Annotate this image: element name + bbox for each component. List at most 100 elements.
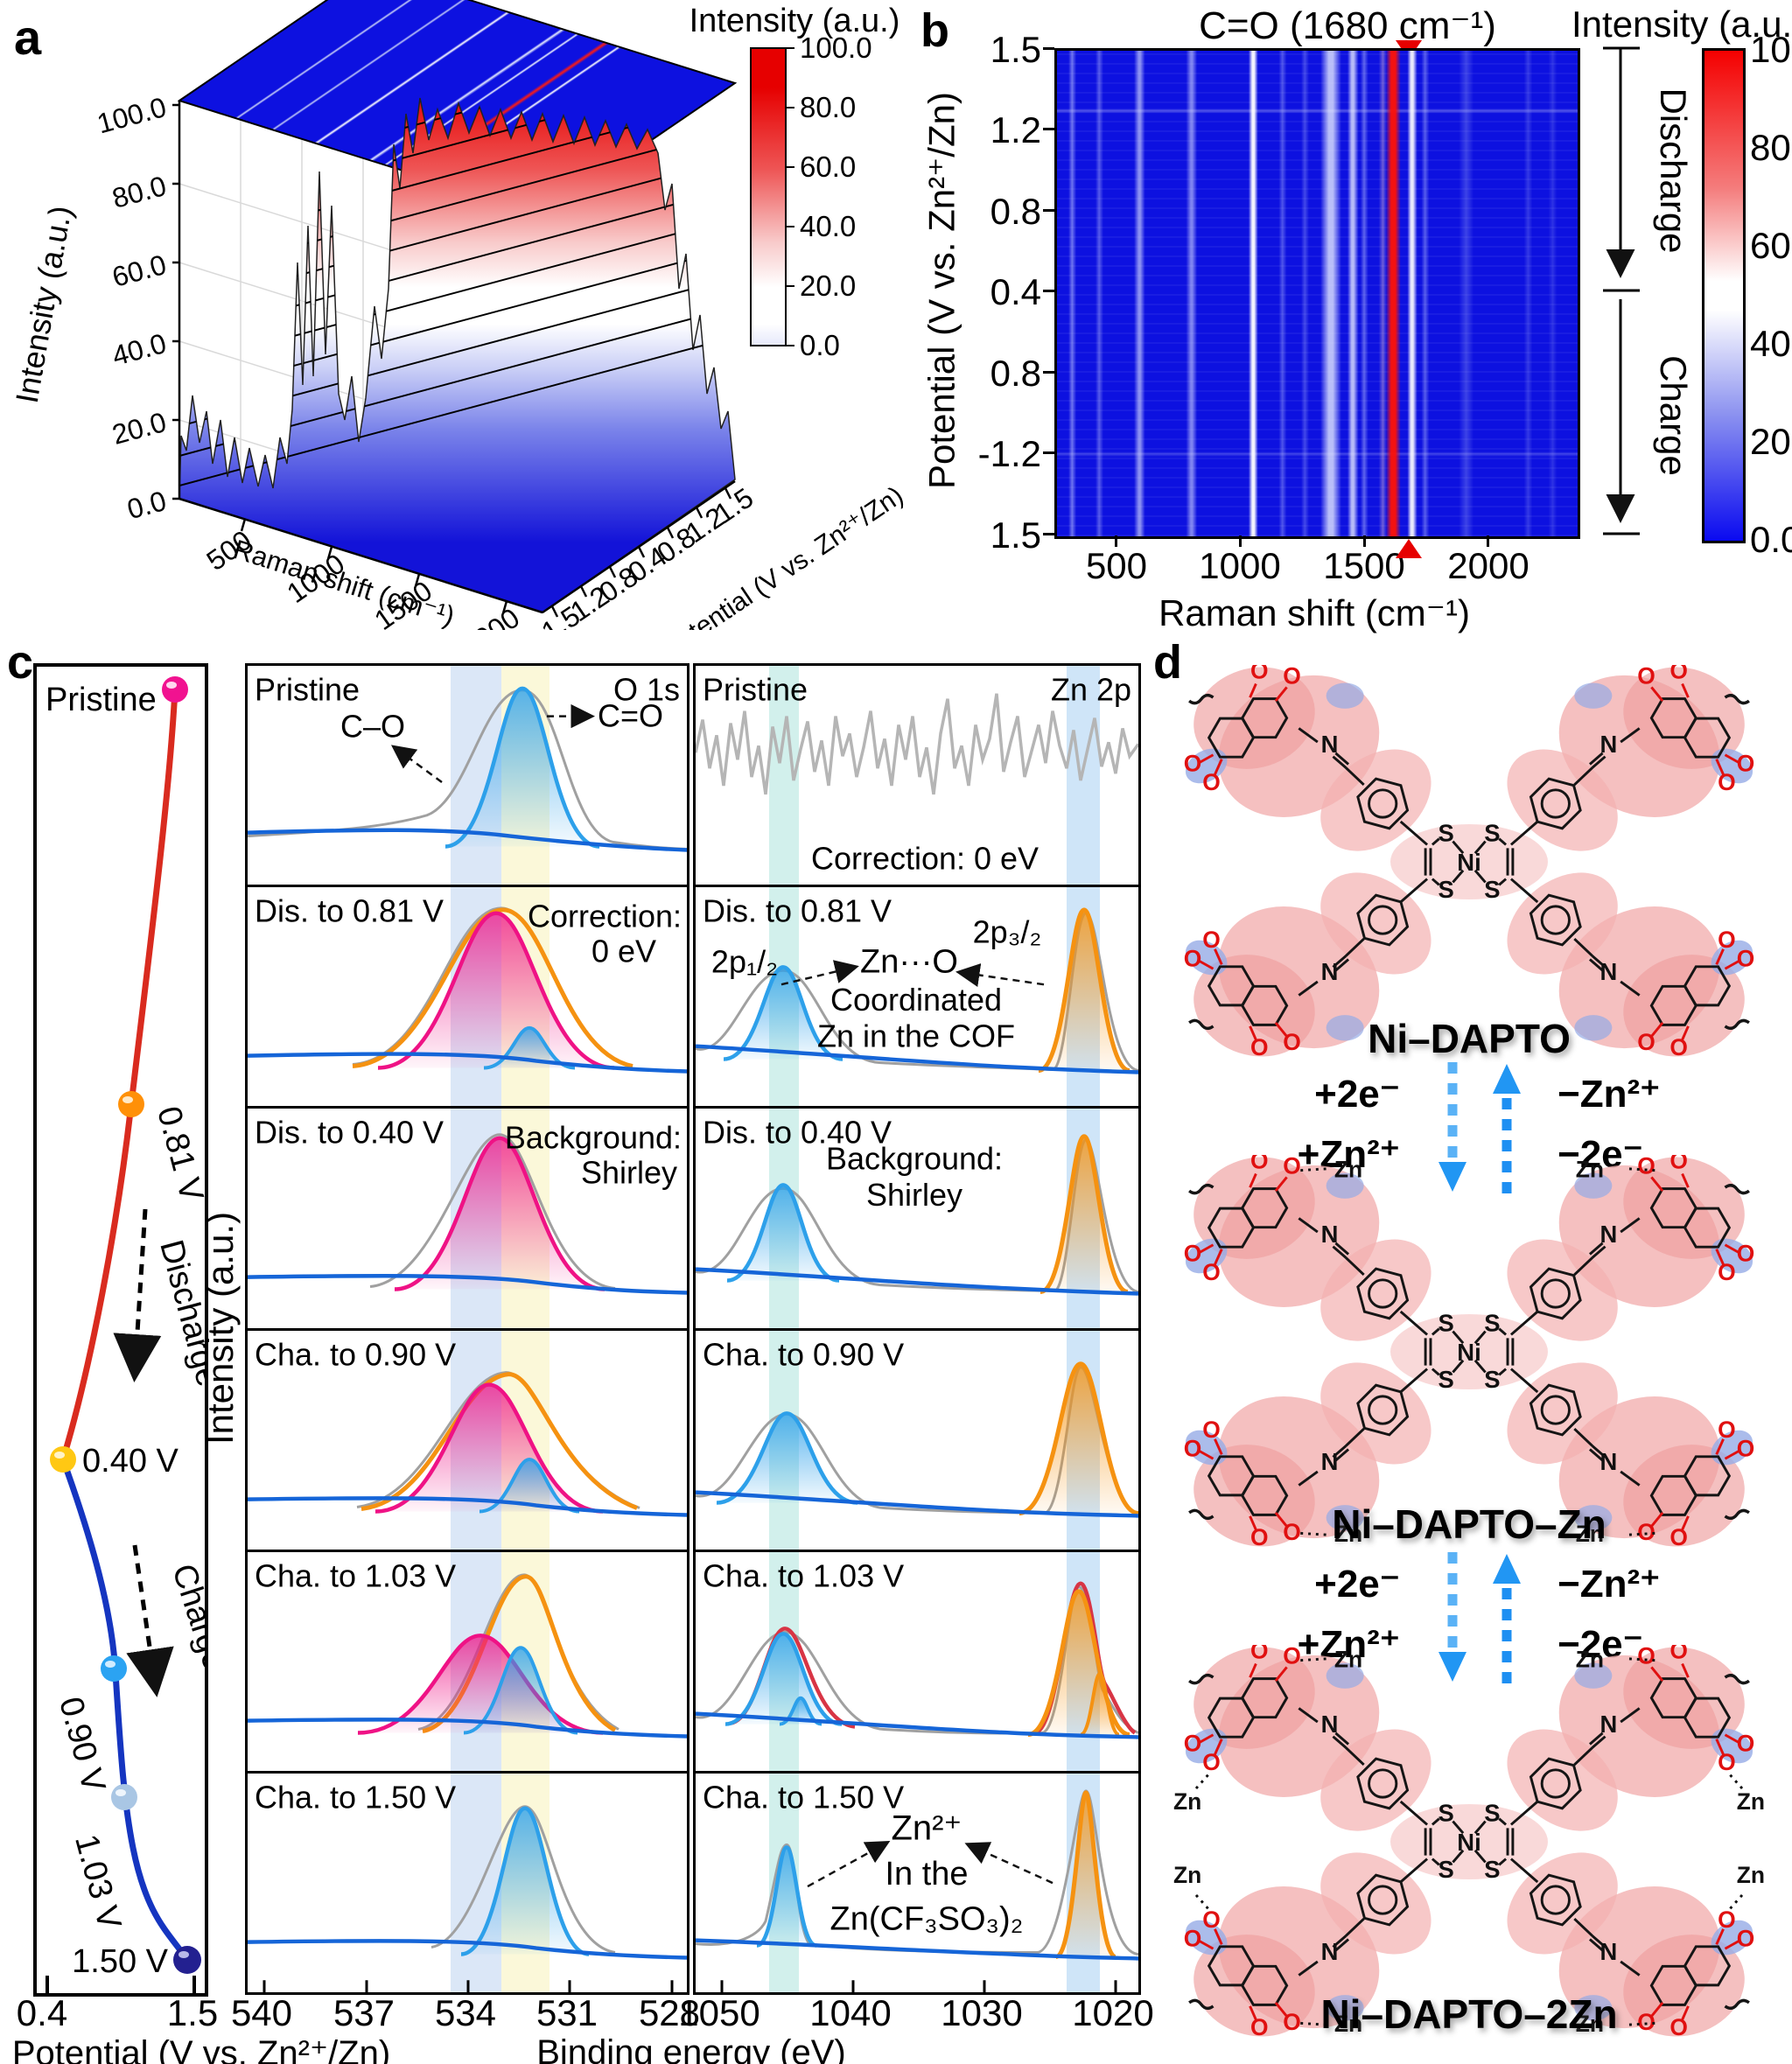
baseline [248, 828, 687, 852]
zn2p12-peak [756, 1845, 817, 1948]
colorbar-b-title: Intensity (a.u.) [1572, 3, 1792, 45]
zn2p32-shoulder [1080, 1671, 1120, 1737]
colorbar-a [750, 47, 787, 346]
correction-annotation: Correction: 0 eV [811, 841, 1039, 876]
v103-label: 1.03 V [67, 1830, 128, 1934]
marker-081[interactable] [118, 1091, 144, 1117]
y-tick: 1.5 [990, 514, 1041, 556]
transition-arrows-2 [1438, 1552, 1521, 1683]
zn2p-panel-dis081[interactable]: Dis. to 0.81 V 2p₁/₂ 2p₃/₂ Zn···O Coordi… [696, 885, 1138, 1106]
discharge-curve [60, 689, 178, 1461]
transition-arrows-1 [1438, 1062, 1521, 1193]
spectrum: Dis. to 0.40 V Background: Shirley [696, 1116, 1138, 1297]
z-tick: 0.0 [124, 485, 170, 525]
panel-b-title: C=O (1680 cm⁻¹) [1199, 4, 1496, 47]
c-o-annotation: C–O [340, 710, 405, 745]
panel-label: Pristine [703, 673, 808, 708]
spectrum: Dis. to 0.40 V Background: Shirley [248, 1116, 687, 1296]
cof-annotation: Zn in the COF [817, 1019, 1015, 1054]
x-tick: 534 [434, 1992, 497, 2033]
voltage-curve-svg: Pristine 0.81 V Discharge 0.40 V Charge … [46, 676, 234, 1993]
axes-3d [172, 101, 736, 618]
intensity-y-axis-title: Intensity (a.u.) [200, 1211, 241, 1445]
zn2p-panel-cha150[interactable]: Cha. to 1.50 V Zn²⁺ In the Zn(CF₃SO₃)₂ [696, 1770, 1138, 1993]
zn2p32-peak [1038, 907, 1130, 1074]
raman-heatmap[interactable] [1054, 48, 1580, 539]
o1s-panel-dis040[interactable]: Dis. to 0.40 V Background: Shirley [248, 1106, 687, 1327]
panel-b-letter: b [920, 4, 949, 57]
o1s-panel-cha090[interactable]: Cha. to 0.90 V [248, 1327, 687, 1550]
cbar-tick: 100.0 [800, 31, 872, 64]
zn2p-panel-dis040[interactable]: Dis. to 0.40 V Background: Shirley [696, 1106, 1138, 1327]
tick-mark [1043, 290, 1054, 292]
panel-label: Cha. to 0.90 V [255, 1337, 456, 1372]
spectrum: Cha. to 0.90 V [696, 1337, 1138, 1518]
structure-ni-dapto-zn[interactable] [1155, 1155, 1783, 1549]
zn2p-panel-pristine[interactable]: Pristine Zn 2p Correction: 0 eV [696, 666, 1138, 885]
spectrum: Cha. to 1.03 V [696, 1559, 1138, 1739]
tick-mark [1115, 535, 1117, 547]
o1s-panel-pristine[interactable]: Pristine O 1s C–O C=O [248, 666, 687, 885]
panel-label: Dis. to 0.40 V [703, 1116, 892, 1151]
zn2p-panel-cha090[interactable]: Cha. to 0.90 V [696, 1327, 1138, 1550]
colorbar-a-labels: 100.0 80.0 60.0 40.0 20.0 0.0 [800, 31, 872, 361]
tick-mark [1487, 535, 1489, 547]
zn2p-panel-cha103[interactable]: Cha. to 1.03 V [696, 1549, 1138, 1771]
x-tick: 2000 [1447, 545, 1530, 586]
tick-mark [1363, 535, 1366, 547]
zn2p32-label: 2p₃/₂ [973, 915, 1042, 950]
cbar-tick: 20.0 [1750, 421, 1792, 462]
x-tick: 2000 [456, 602, 525, 630]
voltage-markers [50, 676, 201, 1974]
structure-ni-dapto[interactable] [1155, 665, 1783, 1059]
cbar-tick: 80.0 [800, 91, 856, 123]
zn2p32-peak [1040, 1134, 1129, 1295]
c-double-o-annotation: C=O [598, 699, 663, 734]
baseline [696, 1938, 1138, 1961]
structure-label-ni-dapto: Ni–DAPTO [1368, 1016, 1571, 1061]
x-tick: 500 [1085, 545, 1148, 586]
cbar-tick: 40.0 [800, 210, 856, 242]
marker-150[interactable] [173, 1946, 201, 1974]
panel-b: b C=O (1680 cm⁻¹) 1.5 1.2 0.8 0.4 0.8 -1… [910, 0, 1792, 639]
envelope [360, 1371, 638, 1511]
voltage-profile-plot[interactable]: Pristine 0.81 V Discharge 0.40 V Charge … [33, 663, 234, 1997]
c-double-o-peak [444, 686, 600, 849]
c-double-o-peak [460, 1806, 590, 1956]
marker-090[interactable] [101, 1655, 127, 1682]
x-tick: 1050 [678, 1992, 760, 2033]
o1s-panel-cha103[interactable]: Cha. to 1.03 V [248, 1549, 687, 1771]
c-o-peak [394, 1136, 606, 1292]
charge-curve [60, 1458, 190, 1962]
raw-data-curve [369, 1133, 616, 1291]
v040-label: 0.40 V [82, 1443, 179, 1480]
structure-label-ni-dapto-2zn: Ni–DAPTO–2Zn [1320, 1991, 1618, 2037]
discharge-region-label: Discharge [1653, 87, 1694, 254]
marker-103[interactable] [111, 1784, 137, 1810]
process-arrows [113, 1208, 174, 1697]
zn2p12-label: 2p₁/₂ [711, 945, 778, 980]
background-type: Shirley [581, 1156, 677, 1191]
cbar-tick: 80.0 [1750, 127, 1792, 168]
charge-region-label: Charge [1653, 355, 1694, 476]
panel-a: a [0, 0, 914, 663]
z-tick: 60.0 [108, 248, 169, 293]
coordinated-annotation: Coordinated [830, 983, 1002, 1018]
zn-ion-annotation: Zn²⁺ [891, 1809, 962, 1847]
o1s-panel-dis081[interactable]: Dis. to 0.81 V Correction: 0 eV [248, 885, 687, 1106]
zn2p32-peak [1018, 1361, 1138, 1515]
x-tick: 531 [536, 1992, 598, 2033]
z-tick: 20.0 [108, 406, 169, 451]
marker-040[interactable] [50, 1446, 76, 1473]
panel-b-y-axis-title: Potential (V vs. Zn²⁺/Zn) [920, 92, 962, 489]
cbar-tick: 60.0 [1750, 225, 1792, 266]
structure-ni-dapto-2zn[interactable] [1155, 1645, 1783, 2039]
o1s-panel-cha150[interactable]: Cha. to 1.50 V [248, 1770, 687, 1993]
panel-label: Dis. to 0.81 V [703, 894, 892, 929]
y-tick: 0.8 [990, 191, 1041, 232]
panel-c: c [0, 630, 1154, 2064]
marker-pristine[interactable] [162, 676, 188, 703]
baseline [248, 1274, 687, 1296]
spectrum: Cha. to 1.50 V [248, 1781, 687, 1993]
cbar-tick: 100.0 [1750, 29, 1792, 70]
